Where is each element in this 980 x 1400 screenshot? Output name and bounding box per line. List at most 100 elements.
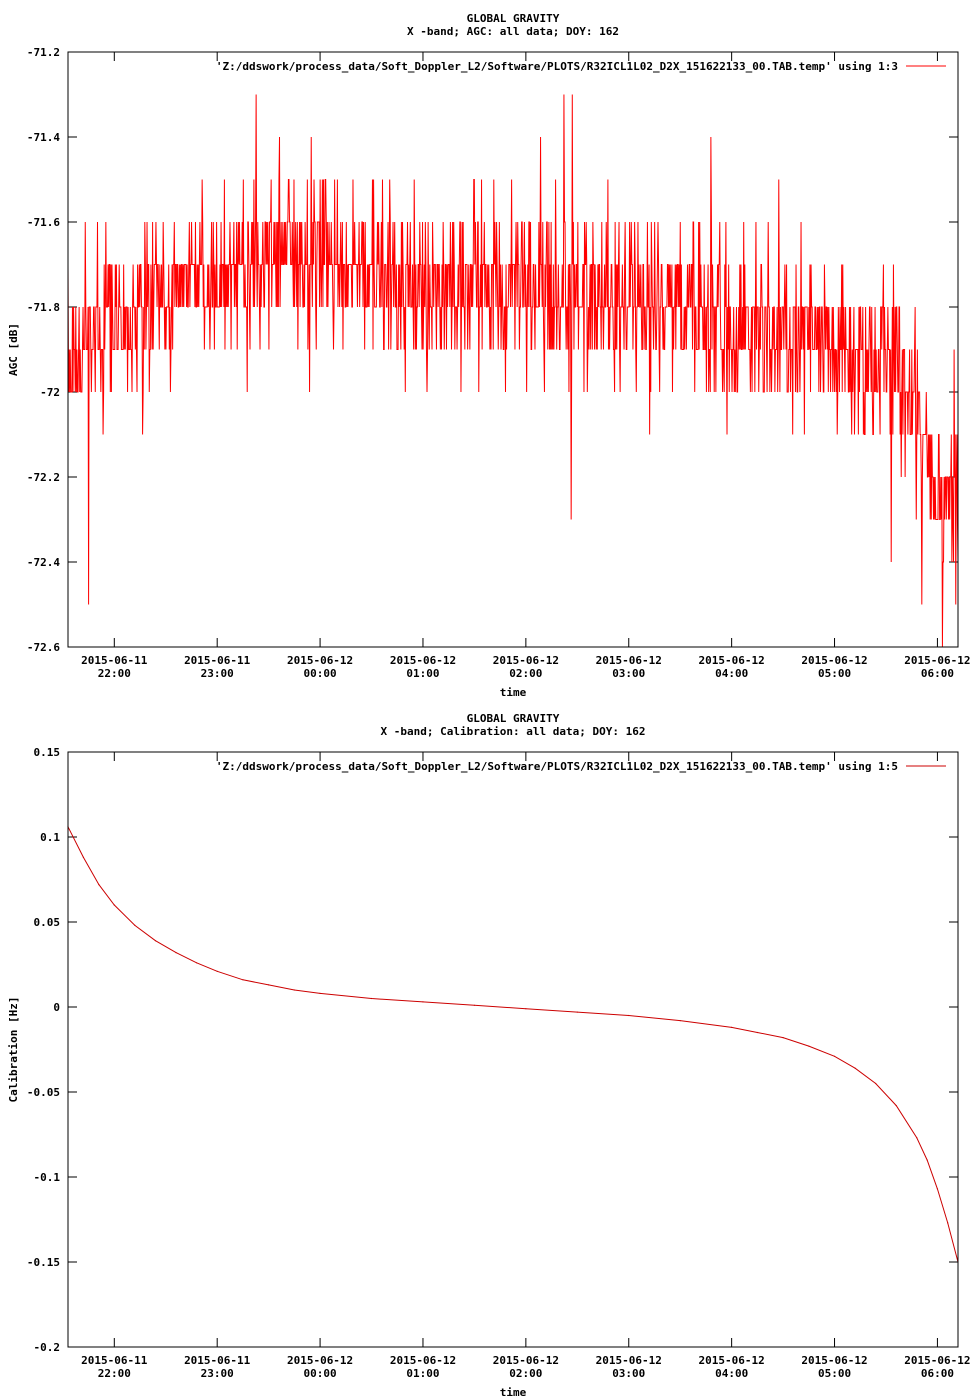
x-tick-label-time: 23:00 — [201, 667, 234, 680]
x-tick-label-date: 2015-06-12 — [904, 1354, 970, 1367]
chart-subtitle: X -band; AGC: all data; DOY: 162 — [407, 25, 619, 38]
y-axis-label: AGC [dB] — [7, 323, 20, 376]
x-tick-label-date: 2015-06-12 — [699, 654, 765, 667]
x-tick-label-time: 02:00 — [509, 667, 542, 680]
y-tick-label: -72.6 — [27, 641, 60, 654]
x-tick-label-time: 01:00 — [406, 1367, 439, 1380]
x-tick-label-time: 06:00 — [921, 1367, 954, 1380]
y-tick-label: -0.1 — [34, 1171, 61, 1184]
data-point — [82, 856, 85, 859]
x-tick-label-date: 2015-06-12 — [287, 1354, 353, 1367]
y-tick-label: -0.05 — [27, 1086, 60, 1099]
y-tick-label: -0.2 — [34, 1341, 61, 1354]
chart-subtitle: X -band; Calibration: all data; DOY: 162 — [381, 725, 646, 738]
x-tick-label-date: 2015-06-12 — [493, 654, 559, 667]
data-point — [808, 1045, 810, 1047]
legend-label: 'Z:/ddswork/process_data/Soft_Doppler_L2… — [216, 60, 898, 73]
y-tick-label: -72.2 — [27, 471, 60, 484]
y-tick-label: -71.6 — [27, 216, 60, 229]
x-tick-label-time: 04:00 — [715, 667, 748, 680]
x-tick-label-date: 2015-06-12 — [390, 654, 456, 667]
data-point — [731, 1026, 733, 1028]
data-point — [576, 1011, 578, 1013]
x-tick-label-date: 2015-06-12 — [493, 1354, 559, 1367]
series-line — [67, 826, 959, 1263]
data-point — [895, 1105, 897, 1107]
x-tick-label-time: 01:00 — [406, 667, 439, 680]
data-point — [175, 952, 177, 954]
x-tick-label-time: 00:00 — [304, 1367, 337, 1380]
data-point — [242, 979, 244, 981]
data-point — [628, 1014, 630, 1017]
data-point — [216, 970, 218, 972]
plot-frame — [67, 751, 959, 1348]
x-tick-label-date: 2015-06-12 — [287, 654, 353, 667]
y-axis-label: Calibration [Hz] — [7, 997, 20, 1103]
x-axis-label: time — [500, 686, 527, 699]
data-point — [473, 1004, 476, 1006]
data-point — [854, 1067, 856, 1069]
x-tick-label-time: 05:00 — [818, 1367, 851, 1380]
chart-title: GLOBAL GRAVITY — [467, 712, 560, 725]
x-tick-label-date: 2015-06-11 — [81, 1354, 148, 1367]
data-point — [98, 884, 100, 886]
x-tick-label-date: 2015-06-12 — [596, 1354, 662, 1367]
x-tick-label-time: 03:00 — [612, 667, 645, 680]
x-tick-label-time: 22:00 — [98, 1367, 131, 1380]
plot-frame — [67, 51, 959, 648]
data-point — [756, 1031, 758, 1034]
data-point — [134, 924, 136, 927]
data-point — [113, 904, 115, 906]
x-tick-label-time: 04:00 — [715, 1367, 748, 1380]
y-tick-label: 0 — [53, 1001, 60, 1014]
data-point — [370, 997, 373, 1000]
data-point — [268, 984, 270, 986]
y-tick-label: 0.05 — [34, 916, 61, 929]
data-point — [319, 992, 321, 995]
data-point — [916, 1137, 918, 1139]
x-tick-label-time: 05:00 — [818, 667, 851, 680]
data-point — [782, 1037, 784, 1039]
x-tick-label-time: 02:00 — [509, 1367, 542, 1380]
x-tick-label-time: 06:00 — [921, 667, 954, 680]
x-tick-label-time: 23:00 — [201, 1367, 234, 1380]
data-point — [154, 940, 157, 942]
x-tick-label-time: 03:00 — [612, 1367, 645, 1380]
data-point — [875, 1082, 877, 1085]
x-tick-label-date: 2015-06-11 — [81, 654, 148, 667]
x-tick-label-date: 2015-06-11 — [184, 1354, 251, 1367]
y-tick-label: 0.15 — [34, 746, 61, 759]
data-point — [422, 1001, 424, 1003]
series-line — [67, 94, 959, 648]
chart-title: GLOBAL GRAVITY — [467, 12, 560, 25]
data-point — [926, 1159, 928, 1161]
data-point — [196, 962, 198, 964]
y-tick-label: -71.4 — [27, 131, 60, 144]
data-point — [936, 1188, 939, 1190]
data-point — [293, 989, 295, 991]
y-tick-label: 0.1 — [40, 831, 60, 844]
x-tick-label-date: 2015-06-12 — [801, 1354, 867, 1367]
x-tick-label-time: 22:00 — [98, 667, 131, 680]
y-tick-label: -72 — [40, 386, 60, 399]
x-tick-label-time: 00:00 — [304, 667, 337, 680]
x-tick-label-date: 2015-06-12 — [904, 654, 970, 667]
y-tick-label: -72.4 — [27, 556, 60, 569]
data-point — [679, 1020, 681, 1022]
y-tick-label: -0.15 — [27, 1256, 60, 1269]
x-tick-label-date: 2015-06-12 — [390, 1354, 456, 1367]
x-axis-label: time — [500, 1386, 527, 1399]
data-point — [947, 1222, 949, 1224]
data-point — [833, 1055, 836, 1057]
legend-label: 'Z:/ddswork/process_data/Soft_Doppler_L2… — [216, 760, 898, 773]
data-point — [525, 1008, 527, 1010]
x-tick-label-date: 2015-06-12 — [801, 654, 867, 667]
x-tick-label-date: 2015-06-12 — [699, 1354, 765, 1367]
y-tick-label: -71.2 — [27, 46, 60, 59]
x-tick-label-date: 2015-06-11 — [184, 654, 251, 667]
x-tick-label-date: 2015-06-12 — [596, 654, 662, 667]
y-tick-label: -71.8 — [27, 301, 60, 314]
